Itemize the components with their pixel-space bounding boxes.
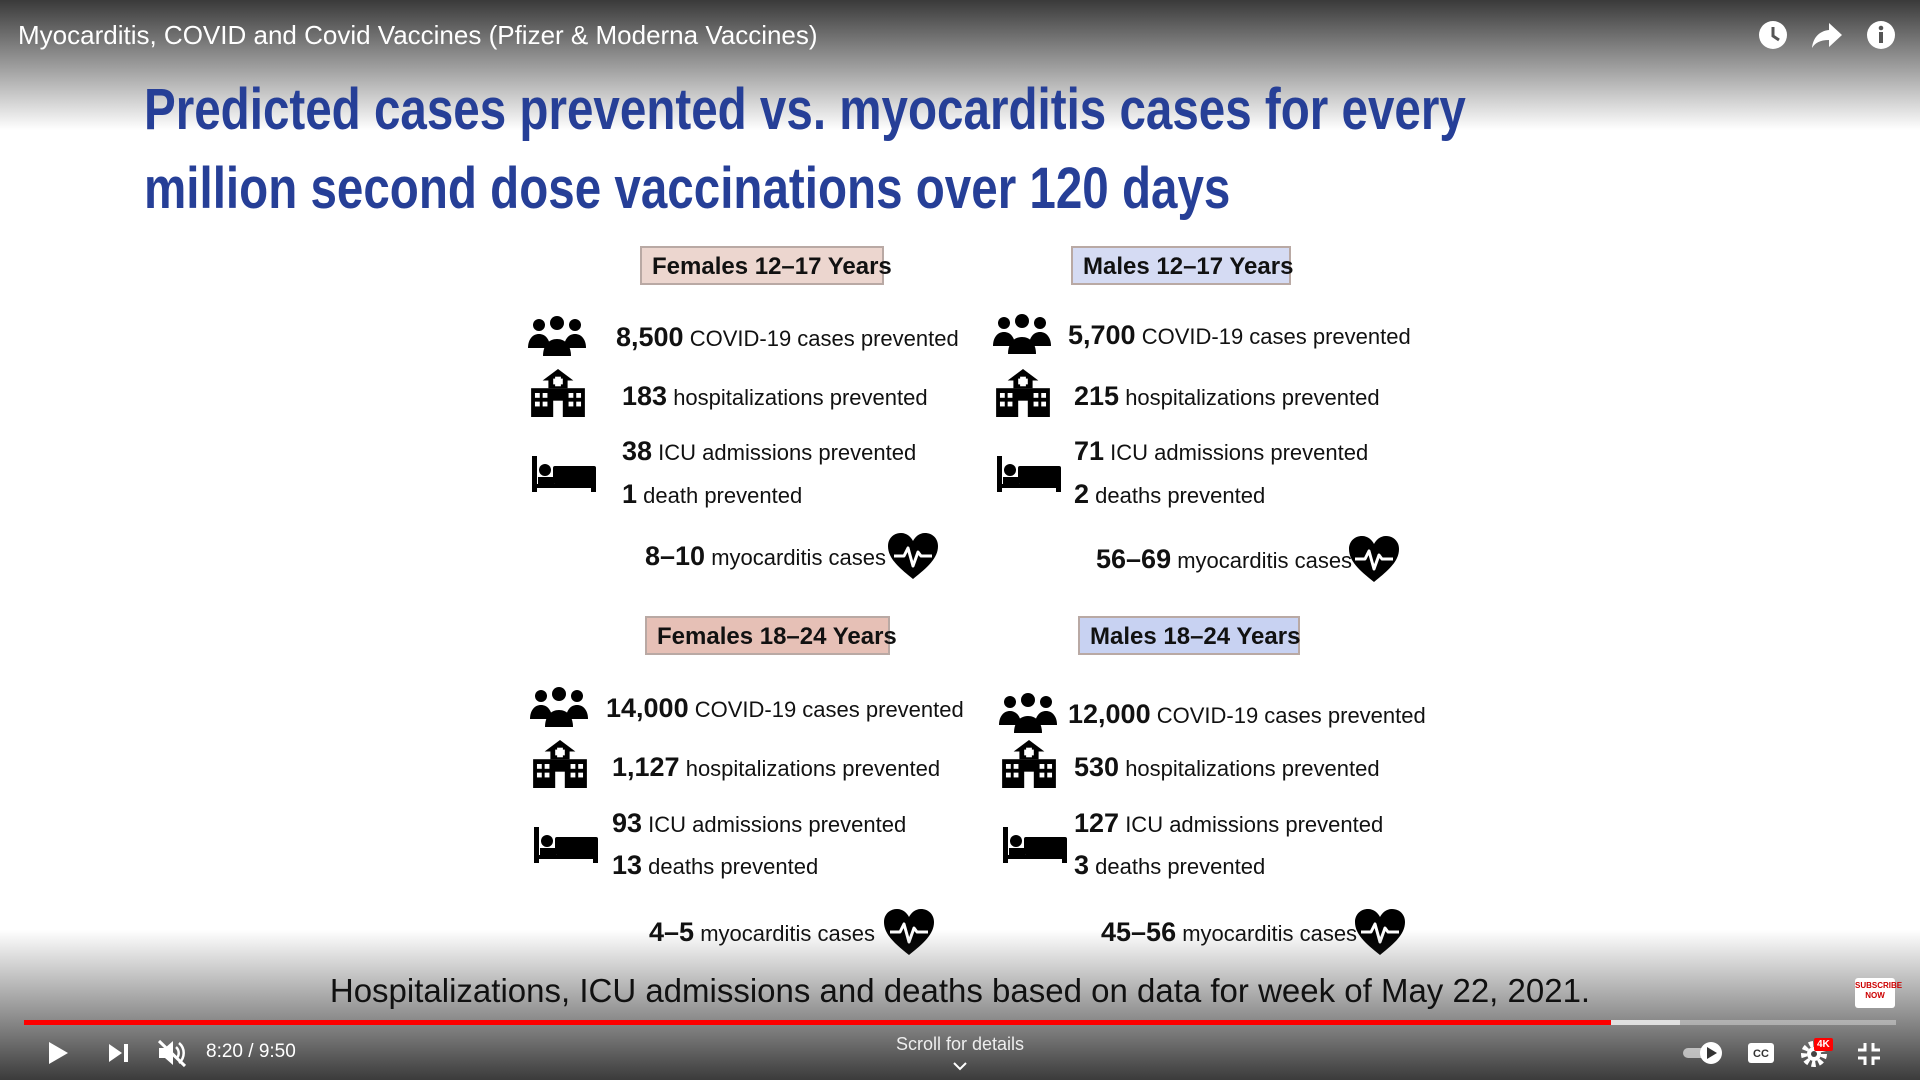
stat-value: 183 <box>622 381 668 411</box>
panel-heading: Females 18–24 Years <box>645 616 897 655</box>
stat-label: hospitalizations prevented <box>1125 385 1380 410</box>
top-shade <box>0 0 1920 130</box>
stat-row: 1 death prevented <box>622 479 802 511</box>
slide-title-line: Predicted cases prevented vs. myocarditi… <box>144 77 1466 142</box>
stat-row: 93 ICU admissions prevented <box>612 808 906 840</box>
stat-value: 530 <box>1074 752 1120 782</box>
people-icon <box>529 687 589 727</box>
heart-icon <box>1349 536 1399 582</box>
stat-row: 13 deaths prevented <box>612 850 818 882</box>
stat-label: deaths prevented <box>1095 483 1266 508</box>
stat-value: 8,500 <box>616 322 684 352</box>
svg-text:CC: CC <box>1753 1048 1769 1060</box>
stat-value: 3 <box>1074 850 1090 880</box>
stat-row: 71 ICU admissions prevented <box>1074 436 1368 468</box>
info-button[interactable] <box>1865 19 1897 51</box>
hospital-icon <box>994 369 1052 417</box>
bottom-shade <box>0 930 1920 1080</box>
video-title[interactable]: Myocarditis, COVID and Covid Vaccines (P… <box>18 20 818 50</box>
stat-value: 12,000 <box>1068 699 1151 729</box>
stat-value: 14,000 <box>606 693 689 723</box>
scroll-chevron[interactable] <box>952 1061 968 1071</box>
stat-value: 1 <box>622 479 638 509</box>
panel-heading: Females 12–17 Years <box>640 246 892 285</box>
stat-row: 127 ICU admissions prevented <box>1074 808 1383 840</box>
scroll-hint[interactable]: Scroll for details <box>895 1034 1025 1054</box>
stat-value: 38 <box>622 436 653 466</box>
myocarditis-label: myocarditis cases <box>711 545 887 570</box>
stat-label: hospitalizations prevented <box>673 385 928 410</box>
myocarditis-row: 56–69 myocarditis cases <box>1096 544 1352 576</box>
stat-label: ICU admissions prevented <box>648 812 907 837</box>
panel-heading: Males 12–17 Years <box>1071 246 1293 285</box>
stat-value: 1,127 <box>612 752 680 782</box>
stat-row: 14,000 COVID-19 cases prevented <box>606 693 964 725</box>
bed-icon <box>534 827 598 863</box>
stat-row: 183 hospitalizations prevented <box>622 381 928 413</box>
stat-label: COVID-19 cases prevented <box>1141 324 1411 349</box>
progress-played <box>24 1020 1611 1025</box>
myocarditis-value: 56–69 <box>1096 544 1172 574</box>
myocarditis-value: 8–10 <box>645 541 706 571</box>
stat-label: COVID-19 cases prevented <box>689 326 959 351</box>
stat-row: 5,700 COVID-19 cases prevented <box>1068 320 1411 352</box>
stat-row: 38 ICU admissions prevented <box>622 436 916 468</box>
hospital-icon <box>1000 740 1058 788</box>
stat-value: 13 <box>612 850 643 880</box>
stat-row: 12,000 COVID-19 cases prevented <box>1068 699 1426 731</box>
stat-value: 2 <box>1074 479 1090 509</box>
subscribe-badge[interactable]: SUBSCRIBE NOW <box>1855 978 1902 1008</box>
autoplay-toggle[interactable] <box>1682 1041 1724 1065</box>
next-button[interactable] <box>108 1043 130 1063</box>
panel-heading: Males 18–24 Years <box>1078 616 1300 655</box>
quality-badge: 4K <box>1814 1038 1833 1051</box>
stat-label: ICU admissions prevented <box>658 440 917 465</box>
play-button[interactable] <box>46 1041 70 1065</box>
stat-row: 8,500 COVID-19 cases prevented <box>616 322 959 354</box>
exit-fullscreen-button[interactable] <box>1857 1042 1881 1066</box>
stat-label: death prevented <box>643 483 803 508</box>
stat-label: deaths prevented <box>648 854 819 879</box>
captions-button[interactable]: CC <box>1747 1041 1775 1065</box>
stat-row: 2 deaths prevented <box>1074 479 1265 511</box>
myocarditis-label: myocarditis cases <box>1177 548 1353 573</box>
stat-value: 215 <box>1074 381 1120 411</box>
watch-later-button[interactable] <box>1757 19 1789 51</box>
bed-icon <box>532 456 596 492</box>
stat-row: 1,127 hospitalizations prevented <box>612 752 940 784</box>
slide-title-line: million second dose vaccinations over 12… <box>144 156 1231 221</box>
footnote: Hospitalizations, ICU admissions and dea… <box>329 972 1591 1009</box>
stat-row: 530 hospitalizations prevented <box>1074 752 1380 784</box>
stat-label: hospitalizations prevented <box>685 756 941 781</box>
share-button[interactable] <box>1811 21 1843 49</box>
mute-button[interactable] <box>157 1039 187 1068</box>
stat-value: 127 <box>1074 808 1120 838</box>
stat-label: deaths prevented <box>1095 854 1266 879</box>
bed-icon <box>997 456 1061 492</box>
stat-label: COVID-19 cases prevented <box>694 697 964 722</box>
time-display: 8:20 / 9:50 <box>206 1041 296 1062</box>
stat-value: 93 <box>612 808 643 838</box>
people-icon <box>527 316 587 356</box>
stat-label: ICU admissions prevented <box>1110 440 1369 465</box>
hospital-icon <box>531 740 589 788</box>
stat-value: 71 <box>1074 436 1105 466</box>
people-icon <box>998 693 1058 733</box>
people-icon <box>992 314 1052 354</box>
stat-label: hospitalizations prevented <box>1125 756 1380 781</box>
stat-value: 5,700 <box>1068 320 1136 350</box>
stat-row: 215 hospitalizations prevented <box>1074 381 1380 413</box>
stat-row: 3 deaths prevented <box>1074 850 1265 882</box>
stat-label: ICU admissions prevented <box>1125 812 1384 837</box>
myocarditis-row: 8–10 myocarditis cases <box>645 541 886 573</box>
hospital-icon <box>529 369 587 417</box>
stat-label: COVID-19 cases prevented <box>1156 703 1426 728</box>
heart-icon <box>888 533 938 579</box>
bed-icon <box>1003 827 1067 863</box>
